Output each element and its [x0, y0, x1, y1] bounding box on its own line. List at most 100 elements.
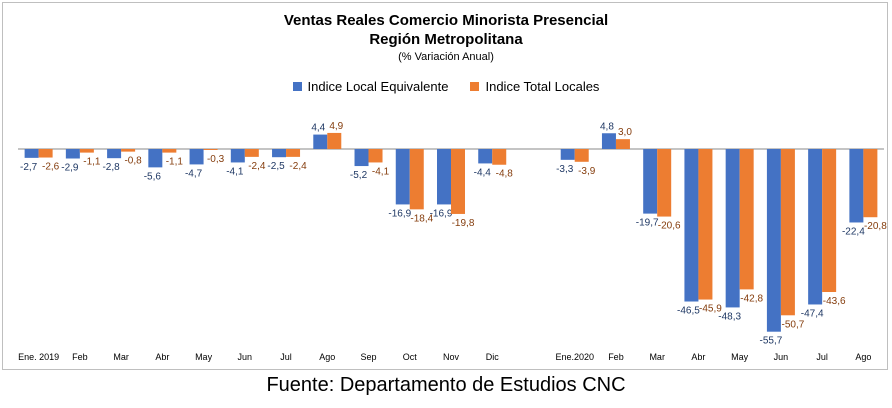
x-tick-label: May: [195, 352, 213, 362]
bar-local: [272, 149, 287, 158]
data-label-total: -2,6: [42, 162, 60, 173]
data-label-local: 4,8: [600, 121, 614, 132]
bar-local: [684, 149, 699, 302]
data-label-local: -46,5: [677, 306, 700, 317]
bar-total: [698, 149, 713, 300]
bar-local: [313, 134, 328, 149]
chart-legend: Indice Local Equivalente Indice Total Lo…: [0, 78, 892, 94]
bar-total: [492, 149, 507, 165]
data-label-total: -3,9: [578, 166, 596, 177]
bar-total: [780, 149, 795, 316]
x-tick-label: Jul: [816, 352, 828, 362]
source-note: Fuente: Departamento de Estudios CNC: [266, 374, 626, 396]
bar-total: [615, 139, 630, 149]
bar-local: [395, 149, 410, 205]
data-label-local: -47,4: [801, 308, 824, 319]
data-label-total: -20,6: [658, 221, 681, 232]
bar-total: [162, 149, 177, 153]
x-tick-label: Dic: [486, 352, 499, 362]
bar-local: [643, 149, 658, 214]
x-tick-label: Jun: [238, 352, 253, 362]
data-label-local: -55,7: [760, 336, 783, 347]
data-label-local: -4,4: [474, 167, 492, 178]
data-label-total: -0,3: [207, 154, 225, 165]
legend-label-total: Indice Total Locales: [485, 78, 600, 94]
bar-local: [65, 149, 80, 159]
x-tick-label: Jun: [774, 352, 789, 362]
data-label-local: -4,1: [226, 166, 244, 177]
x-tick-label: Oct: [403, 352, 418, 362]
bar-total: [327, 132, 342, 149]
bar-total: [739, 149, 754, 290]
bar-local: [560, 149, 575, 160]
data-label-total: -18,4: [410, 213, 433, 224]
chart-subtitle: Región Metropolitana: [369, 31, 523, 48]
data-label-local: -5,6: [144, 171, 162, 182]
x-tick-label: Mar: [113, 352, 129, 362]
chart-unit: (% Variación Anual): [398, 51, 494, 63]
data-label-local: -2,9: [61, 163, 79, 174]
data-label-local: -48,3: [718, 311, 741, 322]
bar-total: [286, 149, 301, 157]
data-label-total: -4,1: [372, 166, 390, 177]
bar-total: [79, 149, 94, 153]
legend-item-total: Indice Total Locales: [470, 79, 599, 94]
bar-total: [244, 149, 259, 157]
bar-local: [189, 149, 204, 165]
data-label-local: -22,4: [842, 226, 865, 237]
bar-total: [409, 149, 424, 210]
x-tick-label: Ago: [855, 352, 871, 362]
bar-local: [808, 149, 823, 305]
x-tick-label: Ene. 2019: [18, 352, 59, 362]
bar-local: [148, 149, 163, 168]
data-label-total: 4,9: [329, 121, 343, 132]
data-label-total: -50,7: [782, 319, 805, 330]
bar-local: [601, 133, 616, 149]
data-label-local: -16,9: [430, 208, 453, 219]
x-tick-label: Jul: [280, 352, 292, 362]
bar-local: [230, 149, 245, 163]
data-label-total: -43,6: [823, 296, 846, 307]
bar-local: [354, 149, 369, 167]
bar-local: [24, 149, 39, 158]
x-tick-label: Abr: [691, 352, 705, 362]
bar-total: [451, 149, 465, 214]
data-label-total: -4,8: [496, 169, 514, 180]
legend-swatch-local: [292, 81, 302, 91]
legend-swatch-total: [470, 81, 480, 91]
bar-total: [203, 149, 218, 150]
bar-local: [478, 149, 493, 164]
data-label-local: -5,2: [350, 170, 368, 181]
bar-local: [849, 149, 864, 223]
data-label-local: 4,4: [311, 123, 325, 134]
data-label-total: 3,0: [618, 127, 632, 138]
bar-total: [38, 149, 53, 158]
data-label-total: -1,1: [83, 157, 101, 168]
bar-local: [766, 149, 781, 332]
x-tick-label: May: [731, 352, 749, 362]
x-tick-label: Ene.2020: [555, 352, 594, 362]
data-label-total: -2,4: [289, 161, 307, 172]
bar-total: [822, 149, 837, 293]
x-tick-label: Feb: [608, 352, 624, 362]
data-label-total: -42,8: [740, 293, 763, 304]
x-tick-label: Nov: [443, 352, 460, 362]
data-label-total: -1,1: [166, 157, 184, 168]
chart-plot: Ene. 2019 -2,7 -2,6 Feb -2,9 -1,1 Mar -2,8 -0,8 A…: [18, 121, 887, 362]
bar-total: [863, 149, 878, 218]
data-label-local: -2,7: [20, 162, 38, 173]
bar-total: [121, 149, 136, 152]
x-tick-label: Ago: [319, 352, 335, 362]
data-label-total: -2,4: [248, 161, 266, 172]
bar-local: [725, 149, 740, 308]
x-tick-label: Mar: [649, 352, 665, 362]
legend-item-local: Indice Local Equivalente: [292, 79, 448, 94]
bar-local: [107, 149, 122, 159]
chart-title: Ventas Reales Comercio Minorista Presenc…: [283, 12, 609, 29]
data-label-total: -45,9: [699, 304, 722, 315]
data-label-local: -16,9: [388, 208, 411, 219]
data-label-local: -2,5: [267, 161, 285, 172]
data-label-total: -0,8: [124, 156, 142, 167]
x-tick-label: Feb: [72, 352, 88, 362]
data-label-total: -19,8: [452, 218, 475, 229]
